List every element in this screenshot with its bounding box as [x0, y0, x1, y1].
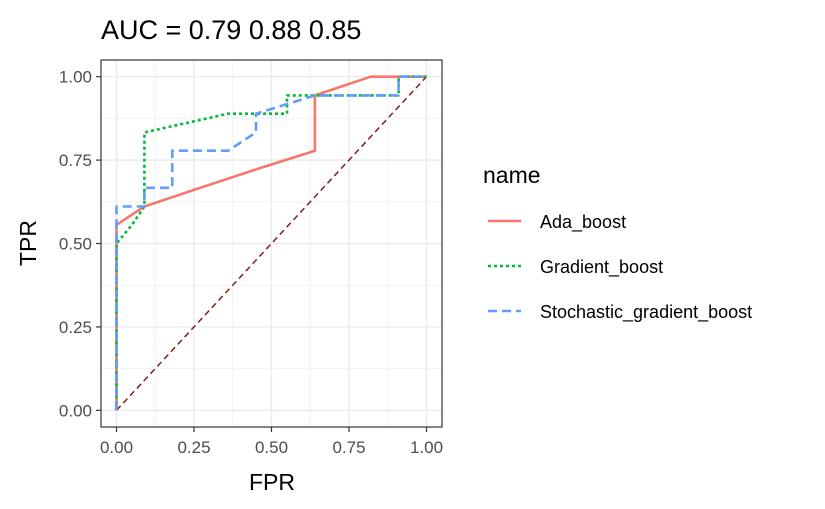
series-line-stochastic-gradient-boost [115, 75, 427, 411]
y-tick-label: 0.75 [59, 151, 92, 170]
y-tick-label: 1.00 [59, 68, 92, 87]
x-tick-label: 0.00 [100, 438, 133, 457]
chart-title: AUC = 0.79 0.88 0.85 [101, 15, 361, 45]
y-tick-label: 0.25 [59, 318, 92, 337]
legend-title: name [483, 162, 541, 188]
y-axis-ticks: 0.00 0.25 0.50 0.75 1.00 [59, 68, 101, 420]
legend-label: Gradient_boost [540, 257, 663, 278]
legend: Ada_boost Gradient_boost Stochastic_gradie… [488, 212, 752, 323]
y-axis-title: TPR [15, 220, 41, 266]
x-axis-title: FPR [249, 469, 295, 495]
legend-label: Ada_boost [540, 212, 626, 233]
legend-label: Stochastic_gradient_boost [540, 302, 752, 323]
x-tick-label: 0.75 [332, 438, 365, 457]
y-tick-label: 0.50 [59, 235, 92, 254]
x-tick-label: 0.50 [255, 438, 288, 457]
x-tick-label: 0.25 [177, 438, 210, 457]
plot-area [100, 59, 443, 428]
x-axis-ticks: 0.00 0.25 0.50 0.75 1.00 [100, 427, 443, 457]
reference-diagonal [115, 76, 428, 411]
x-tick-label: 1.00 [410, 438, 443, 457]
y-tick-label: 0.00 [59, 401, 92, 420]
